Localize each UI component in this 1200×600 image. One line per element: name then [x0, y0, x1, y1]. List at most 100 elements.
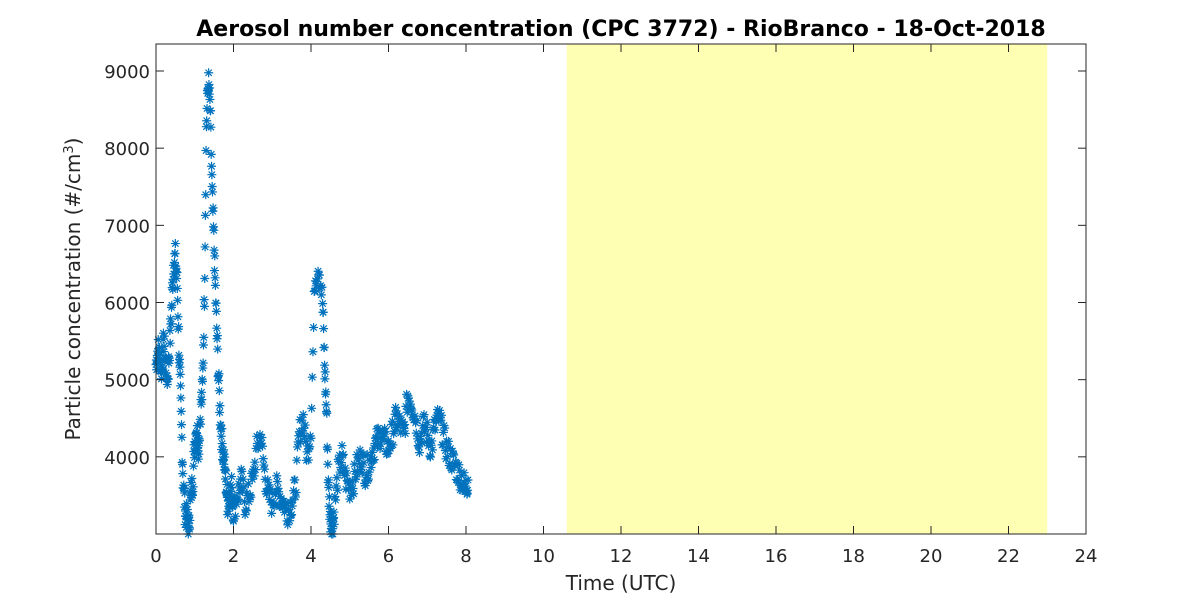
data-point [426, 440, 436, 450]
data-point [176, 381, 186, 391]
data-point [313, 266, 323, 276]
data-point [230, 511, 240, 521]
data-point [274, 487, 284, 497]
data-point [183, 518, 193, 528]
data-point [235, 488, 245, 498]
data-point [360, 481, 370, 491]
data-point [223, 506, 233, 516]
data-point [356, 462, 366, 472]
data-point [167, 300, 177, 310]
data-point [256, 438, 266, 448]
data-point [156, 374, 166, 384]
data-point [163, 374, 173, 384]
data-point [433, 405, 443, 415]
data-point [322, 408, 332, 418]
data-point [193, 446, 203, 456]
data-point [440, 423, 450, 433]
data-point [287, 510, 297, 520]
data-point [258, 454, 268, 464]
data-point [213, 371, 223, 381]
data-point [227, 472, 237, 482]
data-point [325, 506, 335, 516]
data-point [336, 462, 346, 472]
data-point [175, 362, 185, 372]
data-point [196, 399, 206, 409]
y-axis-label-main: Particle concentration (#/cm [61, 154, 85, 441]
data-point [226, 480, 236, 490]
data-point [449, 450, 459, 460]
data-point [332, 473, 342, 483]
data-point [201, 122, 211, 132]
data-point [155, 342, 165, 352]
data-point [455, 465, 465, 475]
data-point [208, 187, 218, 197]
data-point [152, 359, 162, 369]
data-point [425, 452, 435, 462]
data-point [380, 423, 390, 433]
data-point [400, 429, 410, 439]
data-point [342, 468, 352, 478]
data-point [272, 471, 282, 481]
data-point [213, 344, 223, 354]
data-point [204, 68, 214, 78]
data-point [194, 449, 204, 459]
data-point [301, 436, 311, 446]
data-point [383, 449, 393, 459]
data-point [184, 510, 194, 520]
data-point [443, 442, 453, 452]
data-point [153, 335, 163, 345]
data-point [416, 428, 426, 438]
x-tick-label: 2 [228, 546, 239, 567]
data-point [244, 497, 254, 507]
data-point [173, 312, 183, 322]
x-tick-label: 18 [842, 546, 865, 567]
x-tick-label: 8 [460, 546, 471, 567]
data-point [198, 363, 208, 373]
data-point [172, 268, 182, 278]
data-point [177, 432, 187, 442]
data-point [205, 95, 215, 105]
data-point [439, 421, 449, 431]
data-point [460, 479, 470, 489]
data-point [198, 376, 207, 386]
data-point [154, 350, 164, 360]
data-point [210, 251, 220, 261]
data-point [361, 475, 371, 485]
data-point [447, 446, 457, 456]
data-point [378, 432, 388, 442]
data-point [427, 445, 437, 455]
data-point [348, 484, 358, 494]
data-point [384, 446, 394, 456]
data-point [182, 499, 192, 509]
y-axis-label-superscript: 3 [62, 145, 77, 153]
data-point [161, 368, 171, 378]
data-point [214, 386, 224, 396]
data-point [363, 474, 373, 484]
data-point [438, 440, 448, 450]
data-point [300, 420, 310, 430]
data-series [151, 68, 473, 539]
data-point [354, 459, 364, 469]
data-point [415, 448, 424, 458]
data-point [176, 406, 186, 416]
data-point [421, 422, 431, 432]
data-point [162, 380, 172, 390]
data-point [418, 412, 428, 422]
data-point [314, 270, 324, 280]
data-point [318, 299, 328, 309]
data-point [192, 430, 202, 440]
data-point [188, 487, 198, 497]
data-point [354, 453, 364, 463]
data-point [249, 471, 259, 481]
x-tick-label: 4 [305, 546, 316, 567]
data-point [294, 431, 304, 441]
x-tick-label: 12 [610, 546, 633, 567]
data-point [192, 421, 202, 431]
data-point [243, 479, 253, 489]
data-point [199, 301, 209, 311]
data-point [168, 274, 178, 284]
data-point [353, 467, 362, 477]
data-point [316, 290, 326, 300]
data-point [320, 374, 330, 384]
data-point [330, 491, 340, 501]
